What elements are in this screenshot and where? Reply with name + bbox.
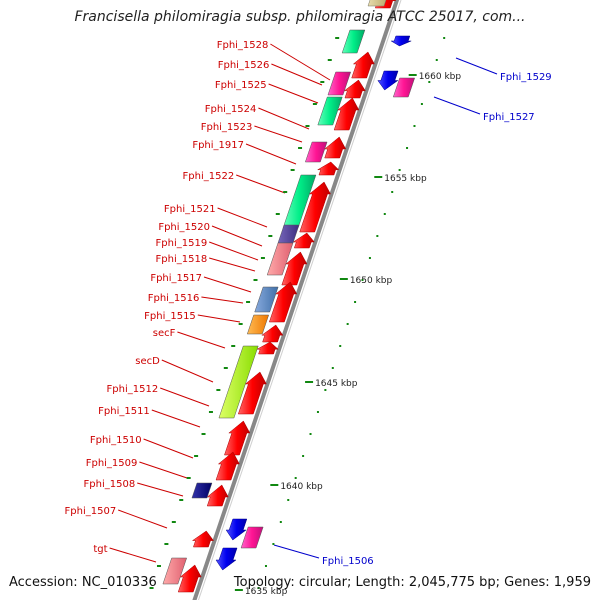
forward-leader-line <box>271 63 323 86</box>
reverse-cog-box-1 <box>392 77 416 98</box>
forward-gene-label: Fphi_1508 <box>84 479 136 490</box>
forward-gene-label: Fphi_1521 <box>164 204 216 215</box>
reverse-gene-label: Fphi_1527 <box>483 112 535 123</box>
reverse-gene-label: Fphi_1529 <box>500 72 552 83</box>
forward-gene-label: Fphi_1522 <box>183 171 235 182</box>
forward-cds-arrow-11 <box>261 324 284 343</box>
forward-cds-arrow-17 <box>191 530 215 548</box>
forward-leader-line <box>268 83 319 104</box>
forward-leader-line <box>203 276 252 293</box>
forward-leader-line <box>161 359 214 383</box>
forward-cog-box-1 <box>341 29 366 54</box>
forward-cog-box-7 <box>266 242 294 276</box>
forward-cds-arrow-18 <box>177 564 202 593</box>
forward-cds-arrow-9 <box>281 251 308 286</box>
reverse-cds-arrow-2 <box>377 70 399 91</box>
accession-text: Accession: NC_010336 <box>9 575 157 590</box>
forward-cds-arrow-3 <box>343 79 366 99</box>
forward-gene-label: secF <box>153 328 176 339</box>
ruler-label: 1635 kbp <box>245 587 288 597</box>
forward-cds-arrow-14 <box>224 420 251 456</box>
forward-leader-line <box>209 241 259 261</box>
forward-gene-label: Fphi_1520 <box>158 222 210 233</box>
forward-cds-arrow-5 <box>324 136 347 159</box>
ruler-label: 1645 kbp <box>315 379 358 389</box>
forward-cds-arrow-6 <box>316 161 340 176</box>
forward-leader-line <box>201 296 244 304</box>
ruler-label: 1640 kbp <box>280 482 323 492</box>
ruler-label: 1655 kbp <box>384 174 427 184</box>
reverse-cds-arrow-4 <box>215 547 238 571</box>
forward-cds-arrow-8 <box>292 232 315 249</box>
forward-gene-label: Fphi_1525 <box>215 80 267 91</box>
forward-leader-line <box>143 438 194 459</box>
forward-cog-box-3 <box>317 96 343 126</box>
forward-gene-label: Fphi_1512 <box>107 384 159 395</box>
forward-gene-label: secD <box>135 356 160 367</box>
forward-cds-arrow-2 <box>351 51 375 79</box>
forward-gene-label: Fphi_1517 <box>150 273 202 284</box>
forward-leader-line <box>109 547 157 563</box>
forward-leader-line <box>139 461 188 479</box>
forward-leader-line <box>270 43 331 81</box>
reverse-leader-line <box>273 544 320 559</box>
ruler-label: 1650 kbp <box>350 276 393 286</box>
forward-cog-box-top <box>367 0 387 7</box>
reverse-cds-arrow-3 <box>225 518 248 541</box>
forward-cds-arrow-10 <box>268 281 298 323</box>
forward-cog-box-4 <box>304 141 328 163</box>
forward-leader-line <box>197 314 241 323</box>
forward-gene-label: tgt <box>93 544 107 555</box>
forward-cog-box-10 <box>218 345 259 419</box>
forward-leader-line <box>209 257 256 272</box>
forward-leader-line <box>211 225 263 247</box>
ruler-label: 1660 kbp <box>419 72 462 82</box>
forward-gene-label: Fphi_1511 <box>98 406 150 417</box>
forward-leader-line <box>254 125 303 143</box>
reverse-cds-arrow-1 <box>390 35 412 47</box>
forward-gene-label: Fphi_1524 <box>205 104 257 115</box>
forward-leader-line <box>245 143 297 165</box>
forward-gene-label: Fphi_1509 <box>86 458 138 469</box>
forward-cog-box-11 <box>191 482 213 499</box>
forward-leader-line <box>236 174 286 194</box>
forward-gene-label: Fphi_1507 <box>65 506 117 517</box>
forward-cog-box-2 <box>327 71 352 96</box>
forward-cds-arrow-13 <box>237 371 267 415</box>
forward-cog-box-8 <box>254 286 279 313</box>
reverse-leader-line <box>433 96 481 115</box>
forward-gene-label: Fphi_1519 <box>156 238 208 249</box>
forward-leader-line <box>177 331 226 349</box>
backbone-edge <box>197 0 402 600</box>
forward-gene-label: Fphi_1516 <box>148 293 200 304</box>
forward-gene-label: Fphi_1518 <box>156 254 208 265</box>
backbone-line <box>192 0 400 600</box>
forward-leader-line <box>118 509 168 529</box>
forward-cds-arrow-12 <box>256 341 279 355</box>
forward-gene-label: Fphi_1523 <box>201 122 253 133</box>
forward-cds-arrow-4 <box>333 97 360 131</box>
forward-leader-line <box>217 207 268 228</box>
reverse-cog-box-2 <box>240 526 264 549</box>
genome-summary-text: Topology: circular; Length: 2,045,775 bp… <box>233 575 591 590</box>
reverse-leader-line <box>455 57 498 75</box>
forward-cds-arrow-16 <box>206 484 229 507</box>
forward-gene-label: Fphi_1917 <box>192 140 244 151</box>
forward-leader-line <box>258 107 310 130</box>
map-title: Francisella philomiragia subsp. philomir… <box>74 9 526 25</box>
forward-cds-arrow-7 <box>299 181 331 233</box>
forward-gene-label: Fphi_1528 <box>217 40 269 51</box>
forward-cds-arrow-15 <box>215 451 240 481</box>
forward-leader-line <box>160 387 210 407</box>
forward-leader-line <box>137 482 184 497</box>
forward-cog-box-9 <box>246 314 270 335</box>
forward-gene-label: Fphi_1510 <box>90 435 142 446</box>
forward-leader-line <box>151 409 201 428</box>
reverse-gene-label: Fphi_1506 <box>322 556 374 567</box>
forward-cog-box-12 <box>162 557 188 585</box>
forward-gene-label: Fphi_1526 <box>218 60 270 71</box>
forward-gene-label: Fphi_1515 <box>144 311 196 322</box>
